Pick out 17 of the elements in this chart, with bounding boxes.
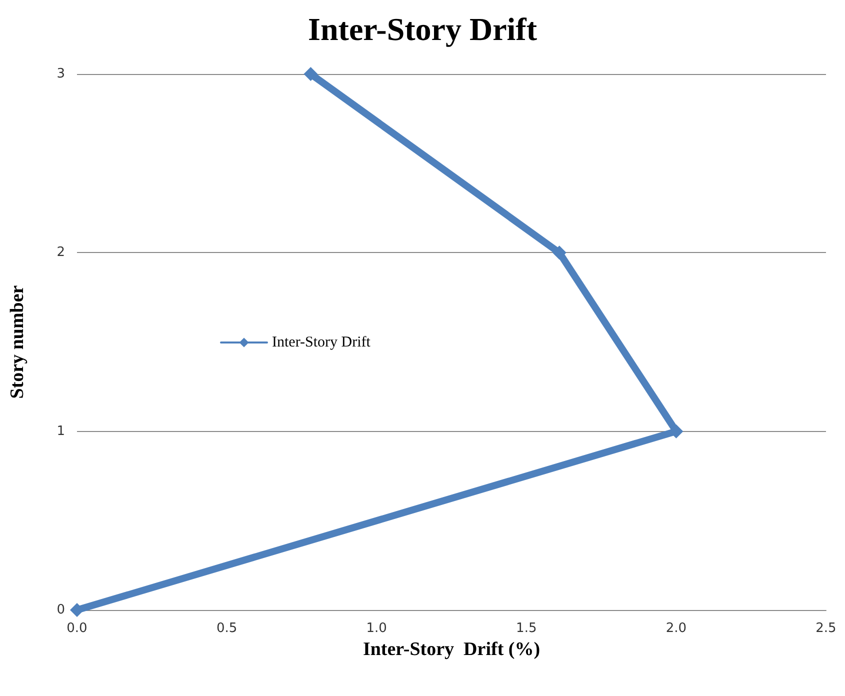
y-tick-label: 3 — [56, 66, 65, 82]
x-tick-label: 0.0 — [66, 621, 88, 636]
y-tick-label: 2 — [56, 245, 65, 260]
point — [304, 67, 318, 81]
x-tick-label: 2.5 — [816, 621, 836, 636]
x-tick-label: 0.5 — [216, 621, 238, 636]
legend-label: Inter-Story Drift — [272, 334, 372, 350]
point — [552, 246, 566, 260]
x-tick-label: 2.0 — [666, 621, 687, 636]
x-axis-title: Inter-Story Drift (%) — [362, 638, 540, 660]
y-axis-title: Story number — [7, 284, 28, 399]
y-tick-label: 1 — [56, 424, 65, 439]
y-tick-label: 0 — [56, 602, 65, 618]
x-tick-label: 1.0 — [366, 621, 387, 636]
x-tick-label: 1.5 — [516, 621, 537, 636]
point — [70, 603, 84, 617]
chart-title: Inter-Story Drift — [308, 11, 538, 47]
